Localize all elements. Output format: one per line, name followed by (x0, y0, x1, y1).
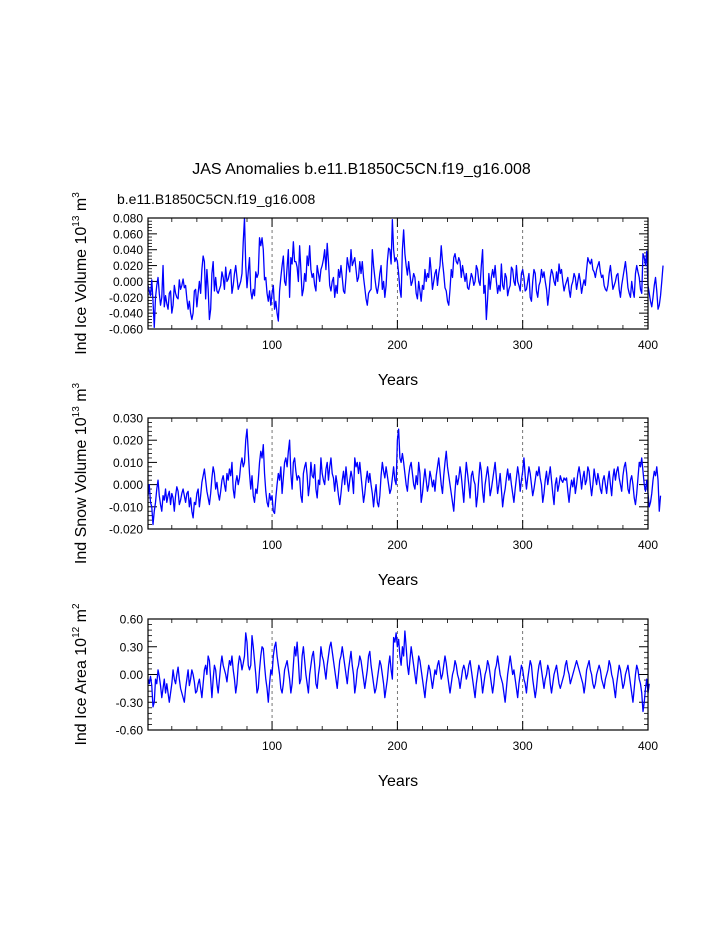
y-axis-title-exponent: 12 (71, 626, 82, 638)
x-axis-title: Years (378, 773, 418, 790)
plot-frame (147, 217, 649, 330)
y-axis-title-exponent: 13 (71, 406, 82, 418)
x-tick-label: 200 (387, 538, 407, 552)
y-tick-label: -0.010 (109, 500, 143, 514)
y-tick-label: 0.030 (113, 412, 143, 426)
y-axis-title-text: Ind Ice Volume 10 (73, 227, 90, 355)
y-tick-label: -0.020 (109, 523, 143, 537)
y-tick-label: -0.060 (109, 323, 143, 337)
x-tick-label: 300 (513, 739, 533, 753)
y-tick-label: -0.020 (109, 291, 143, 305)
y-tick-label: -0.040 (109, 307, 143, 321)
x-tick-label: 200 (387, 739, 407, 753)
plot-frame (147, 618, 649, 731)
y-tick-label: -0.30 (116, 696, 144, 710)
x-tick-label: 400 (638, 739, 658, 753)
y-axis-title: Ind Snow Volume 1013 m3 (71, 382, 90, 564)
y-axis-title-exponent: 3 (71, 382, 82, 388)
y-axis-title: Ind Ice Area 1012 m2 (71, 603, 90, 746)
y-tick-label: 0.080 (113, 212, 143, 226)
case-label: b.e11.B1850C5CN.f19_g16.008 (117, 191, 315, 207)
y-axis-title-text: Ind Ice Area 10 (73, 638, 90, 746)
y-tick-label: 0.020 (113, 259, 143, 273)
y-tick-label: 0.040 (113, 243, 143, 257)
y-tick-label: 0.000 (113, 275, 143, 289)
y-tick-label: 0.000 (113, 478, 143, 492)
x-tick-label: 400 (638, 338, 658, 352)
y-axis-title-unit: m (73, 388, 90, 406)
x-tick-label: 100 (262, 338, 282, 352)
y-axis-title-unit: m (73, 609, 90, 627)
x-axis-title: Years (378, 372, 418, 389)
y-axis-title-exponent: 3 (71, 192, 82, 198)
panels-group: 100 200 300 400 -0.060 -0.040 -0.020 0.000 0.020… (71, 192, 664, 790)
x-tick-label: 400 (638, 538, 658, 552)
y-axis-title-text: Ind Snow Volume 10 (73, 417, 90, 564)
y-tick-label: 0.00 (120, 668, 144, 682)
y-tick-label: 0.60 (120, 613, 144, 627)
panel-3: 100 200 300 400 -0.60 -0.30 0.00 0.30 0.60 Years I… (71, 603, 658, 790)
x-tick-label: 100 (262, 538, 282, 552)
series-line-1 (147, 217, 664, 329)
panel-2: 100 200 300 400 -0.020 -0.010 0.000 0.010 0.020 0… (71, 382, 662, 589)
series-line-1 (147, 630, 650, 713)
y-tick-label: -0.60 (116, 724, 144, 738)
y-axis-title-unit: m (73, 198, 90, 216)
y-tick-label: 0.060 (113, 227, 143, 241)
plot-frame (147, 417, 649, 530)
y-axis-title-exponent: 2 (71, 603, 82, 609)
x-axis-title: Years (378, 572, 418, 589)
y-tick-label: 0.010 (113, 456, 143, 470)
x-tick-label: 200 (387, 338, 407, 352)
y-axis-title: Ind Ice Volume 1013 m3 (71, 192, 90, 355)
y-tick-label: 0.020 (113, 434, 143, 448)
series-line-1 (147, 428, 662, 526)
panel-1: 100 200 300 400 -0.060 -0.040 -0.020 0.000 0.020… (71, 192, 664, 389)
x-tick-label: 100 (262, 739, 282, 753)
main-title: JAS Anomalies b.e11.B1850C5CN.f19_g16.00… (192, 161, 531, 178)
x-tick-label: 300 (513, 538, 533, 552)
y-axis-title-exponent: 13 (71, 215, 82, 227)
y-tick-label: 0.30 (120, 640, 144, 654)
x-tick-label: 300 (513, 338, 533, 352)
